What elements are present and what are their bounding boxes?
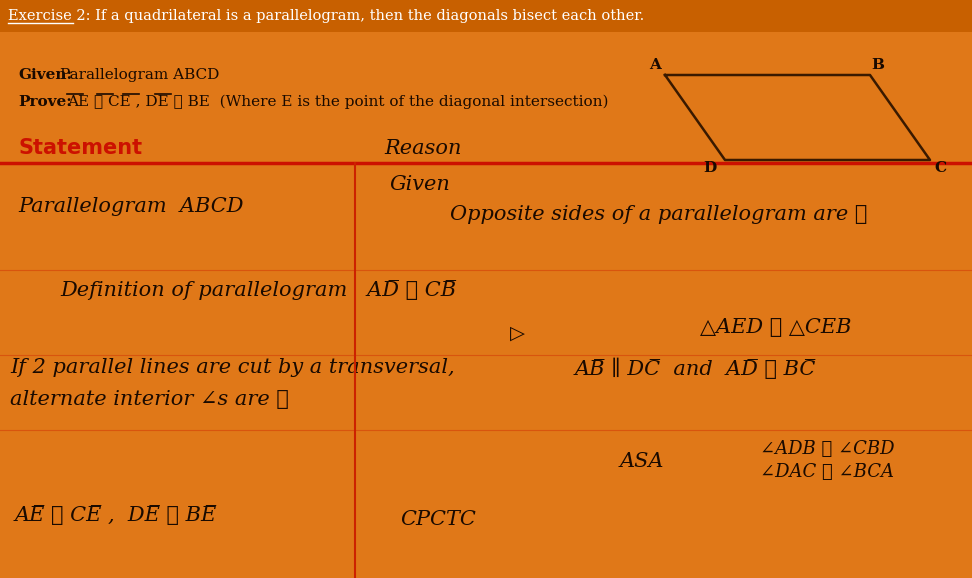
Text: Exercise 2: If a quadrilateral is a parallelogram, then the diagonals bisect eac: Exercise 2: If a quadrilateral is a para… <box>8 9 644 23</box>
Text: AB̅ ∥ DC̅  and  AD̅ ≅ BC̅: AB̅ ∥ DC̅ and AD̅ ≅ BC̅ <box>575 358 816 379</box>
Text: ▷: ▷ <box>510 325 525 343</box>
Text: Definition of parallelogram   AD̅ ≅ CB̅: Definition of parallelogram AD̅ ≅ CB̅ <box>60 280 456 300</box>
Text: B: B <box>872 58 885 72</box>
Text: ∠ADB ≅ ∠CBD: ∠ADB ≅ ∠CBD <box>760 440 894 458</box>
Text: C: C <box>934 161 946 175</box>
Text: Statement: Statement <box>18 138 142 158</box>
Bar <box>0 0 972 32</box>
Text: If 2 parallel lines are cut by a transversal,: If 2 parallel lines are cut by a transve… <box>10 358 455 377</box>
Text: Reason: Reason <box>385 139 463 158</box>
Text: CPCTC: CPCTC <box>400 510 476 529</box>
Text: A: A <box>649 58 661 72</box>
Text: Given:: Given: <box>18 68 72 82</box>
Text: AE̅ ≅ CE̅ ,  DE̅ ≅ BE̅: AE̅ ≅ CE̅ , DE̅ ≅ BE̅ <box>15 505 218 525</box>
Text: Parallelogram ABCD: Parallelogram ABCD <box>60 68 220 82</box>
Text: D: D <box>704 161 716 175</box>
Text: ASA: ASA <box>620 452 665 471</box>
Text: AE ≅ CE , DE ≅ BE  (Where E is the point of the diagonal intersection): AE ≅ CE , DE ≅ BE (Where E is the point … <box>67 95 608 109</box>
Text: Given: Given <box>390 175 451 194</box>
Text: ∠DAC ≅ ∠BCA: ∠DAC ≅ ∠BCA <box>760 463 894 481</box>
Text: Parallelogram  ABCD: Parallelogram ABCD <box>18 197 244 216</box>
Text: Opposite sides of a parallelogram are ≅: Opposite sides of a parallelogram are ≅ <box>450 205 867 224</box>
Text: alternate interior ∠s are ≅: alternate interior ∠s are ≅ <box>10 390 289 409</box>
Text: Prove:: Prove: <box>18 95 72 109</box>
Text: △AED ≅ △CEB: △AED ≅ △CEB <box>700 318 851 337</box>
